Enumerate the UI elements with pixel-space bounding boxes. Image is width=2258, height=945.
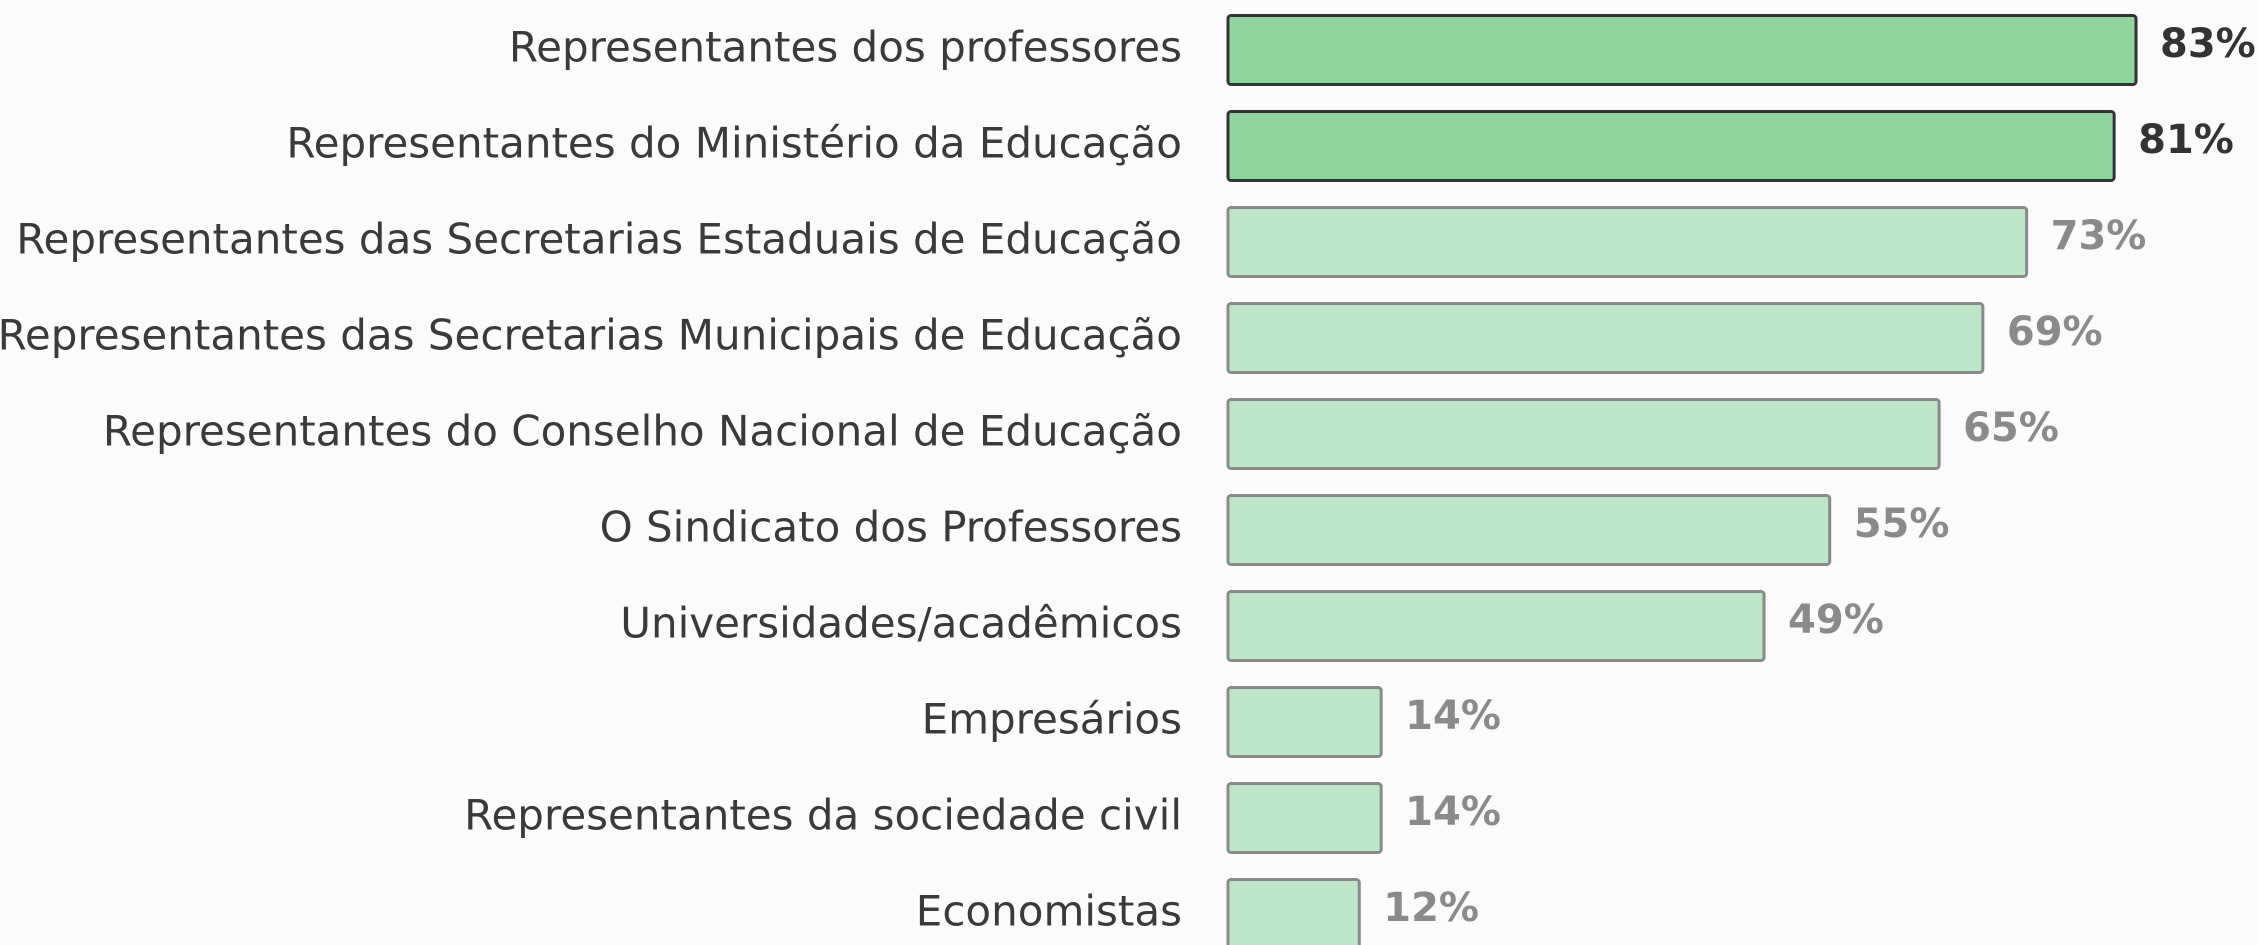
bar xyxy=(1226,206,2029,278)
bar xyxy=(1226,878,1361,945)
category-label: Economistas xyxy=(916,887,1182,936)
category-label: Representantes das Secretarias Estaduais… xyxy=(16,215,1182,264)
bar xyxy=(1226,782,1383,854)
category-label: Representantes dos professores xyxy=(509,23,1182,72)
value-label: 14% xyxy=(1405,693,1501,739)
category-label: Empresários xyxy=(922,695,1182,744)
value-label: 69% xyxy=(2007,309,2103,355)
bar xyxy=(1226,494,1832,566)
bar xyxy=(1226,590,1766,662)
value-label: 14% xyxy=(1405,789,1501,835)
bar xyxy=(1226,398,1941,470)
value-label: 83% xyxy=(2160,21,2256,67)
category-label: Representantes da sociedade civil xyxy=(464,791,1182,840)
value-label: 73% xyxy=(2051,213,2147,259)
category-label: Universidades/acadêmicos xyxy=(620,599,1182,648)
category-label: Representantes das Secretarias Municipai… xyxy=(0,311,1182,360)
bar xyxy=(1226,686,1383,758)
category-label: Representantes do Conselho Nacional de E… xyxy=(103,407,1182,456)
value-label: 49% xyxy=(1788,597,1884,643)
value-label: 12% xyxy=(1383,885,1479,931)
category-label: Representantes do Ministério da Educação xyxy=(286,119,1182,168)
bar xyxy=(1226,110,2116,182)
value-label: 81% xyxy=(2138,117,2234,163)
value-label: 65% xyxy=(1963,405,2059,451)
value-label: 55% xyxy=(1854,501,1950,547)
bar xyxy=(1226,302,1985,374)
category-label: O Sindicato dos Professores xyxy=(600,503,1182,552)
bar xyxy=(1226,14,2138,86)
